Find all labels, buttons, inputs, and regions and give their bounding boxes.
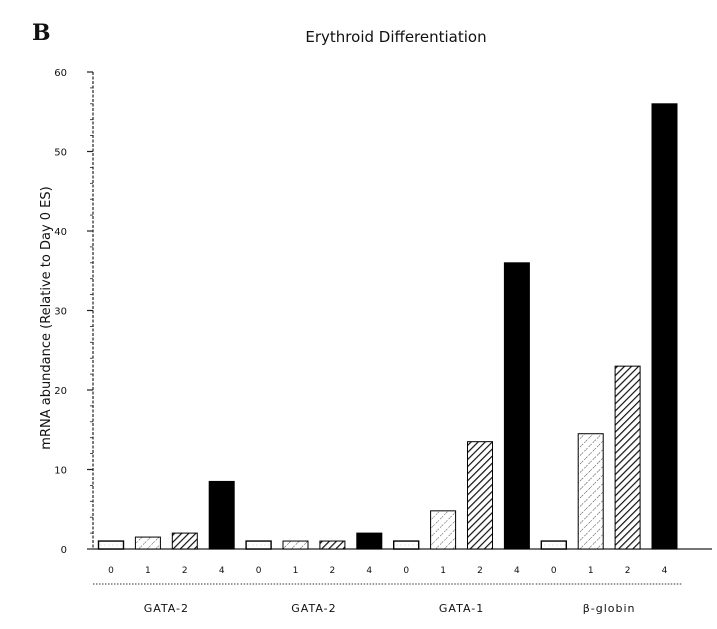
x-category-label: 4: [219, 566, 225, 576]
y-tick-label: 30: [54, 307, 67, 318]
x-category-label: 0: [108, 566, 114, 576]
bar: [245, 540, 272, 550]
bar: [208, 480, 235, 550]
y-tick-label: 40: [54, 227, 67, 238]
x-category-label: 1: [588, 566, 594, 576]
y-axis-ticks: 0 10 20 30 40 50 60: [54, 68, 93, 556]
bar: [319, 540, 346, 550]
x-axis-group-labels: GATA-2 GATA-2 GATA-1 β-globin: [93, 583, 683, 615]
x-category-label: 0: [403, 566, 409, 576]
y-tick-label: 50: [54, 148, 67, 159]
bar: [651, 103, 678, 550]
x-group-label: β-globin: [583, 602, 636, 615]
bar: [393, 540, 420, 550]
x-category-label: 4: [366, 566, 372, 576]
bar: [134, 536, 161, 550]
bar: [171, 532, 198, 550]
x-category-label: 2: [477, 566, 483, 576]
bar: [577, 433, 604, 550]
x-group-label: GATA-2: [144, 602, 189, 615]
bar: [614, 365, 641, 550]
x-category-label: 2: [625, 566, 631, 576]
x-group-label: GATA-2: [291, 602, 336, 615]
x-category-label: 4: [514, 566, 520, 576]
x-group-label: GATA-1: [439, 602, 484, 615]
x-category-label: 2: [330, 566, 336, 576]
bar-series: [97, 103, 678, 550]
chart-title: Erythroid Differentiation: [305, 28, 486, 46]
bar: [97, 540, 125, 550]
y-tick-label: 20: [54, 386, 67, 397]
bar: [503, 262, 530, 550]
y-tick-label: 10: [54, 466, 67, 477]
x-category-label: 1: [145, 566, 151, 576]
x-axis-category-labels: 0 1 2 4 0 1 2 4 0 1 2 4 0 1 2 4: [108, 566, 668, 576]
bar: [430, 510, 457, 550]
x-category-label: 1: [293, 566, 299, 576]
x-category-label: 0: [551, 566, 557, 576]
bar: [356, 532, 383, 550]
y-tick-label: 60: [54, 68, 67, 79]
x-category-label: 1: [440, 566, 446, 576]
x-category-label: 4: [662, 566, 668, 576]
bar: [282, 540, 309, 550]
bar: [467, 441, 493, 550]
x-category-label: 0: [256, 566, 262, 576]
x-category-label: 2: [182, 566, 188, 576]
y-axis-label: mRNA abundance (Relative to Day 0 ES): [39, 186, 54, 449]
y-tick-label: 0: [61, 545, 67, 556]
bar: [540, 540, 567, 550]
panel-letter: B: [32, 20, 51, 46]
